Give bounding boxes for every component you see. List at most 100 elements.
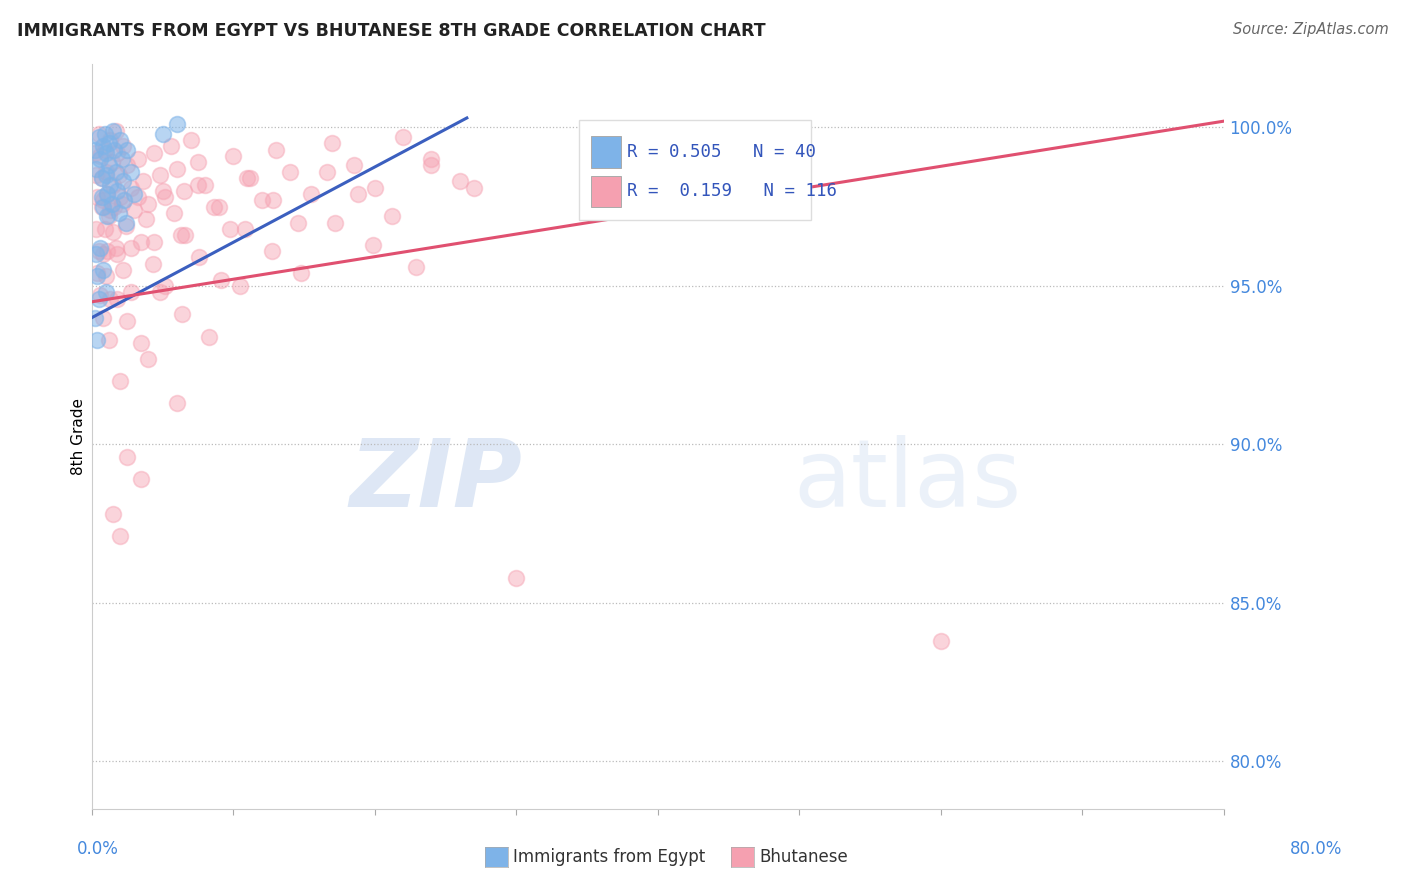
Point [94, 145, 117, 160]
Point [152, 127, 174, 141]
Point [93, 222, 115, 236]
Point [463, 180, 485, 194]
Point [84, 161, 107, 176]
Point [449, 174, 471, 188]
Point [405, 260, 427, 274]
Point [172, 308, 194, 322]
Point [505, 571, 527, 585]
Point [104, 165, 127, 179]
Point [155, 190, 177, 204]
Point [96, 187, 118, 202]
Point [89, 241, 111, 255]
Point [131, 235, 153, 249]
Text: ZIP: ZIP [349, 435, 522, 527]
Point [166, 396, 188, 410]
Point [114, 216, 136, 230]
Point [111, 174, 134, 188]
Point [89, 149, 111, 163]
Point [239, 171, 262, 186]
Point [115, 159, 138, 173]
Point [128, 190, 150, 204]
Point [142, 257, 165, 271]
FancyBboxPatch shape [579, 120, 811, 220]
Point [87, 244, 110, 258]
Point [105, 292, 128, 306]
Text: Immigrants from Egypt: Immigrants from Egypt [513, 848, 706, 866]
Point [91, 247, 114, 261]
Point [107, 168, 129, 182]
Point [343, 159, 366, 173]
FancyBboxPatch shape [591, 176, 620, 207]
Point [108, 133, 131, 147]
Point [209, 272, 232, 286]
Point [131, 336, 153, 351]
Point [112, 194, 135, 208]
Point [219, 222, 242, 236]
Point [90, 171, 112, 186]
Point [170, 228, 193, 243]
Point [83, 310, 105, 325]
Point [96, 244, 118, 258]
Point [110, 196, 132, 211]
Point [222, 149, 245, 163]
Point [94, 269, 117, 284]
Point [104, 123, 127, 137]
Point [188, 251, 211, 265]
Point [97, 209, 120, 223]
Point [89, 152, 111, 166]
Point [173, 184, 195, 198]
Point [87, 130, 110, 145]
Point [115, 450, 138, 464]
Point [323, 216, 346, 230]
Point [392, 130, 415, 145]
Point [93, 143, 115, 157]
Point [120, 165, 142, 179]
Point [290, 266, 312, 280]
Point [84, 222, 107, 236]
Point [115, 314, 138, 328]
Point [155, 279, 177, 293]
Point [115, 143, 138, 157]
Point [143, 235, 166, 249]
Point [105, 247, 128, 261]
Point [86, 266, 108, 280]
Point [83, 145, 105, 160]
Point [131, 472, 153, 486]
Point [122, 202, 145, 217]
Point [101, 178, 124, 192]
Point [83, 143, 105, 157]
Point [120, 180, 142, 194]
Point [108, 374, 131, 388]
Point [321, 136, 343, 151]
Point [208, 200, 231, 214]
Point [187, 155, 209, 169]
Point [104, 241, 127, 255]
Point [90, 190, 112, 204]
Point [90, 200, 112, 214]
Point [363, 237, 385, 252]
Point [128, 152, 150, 166]
Text: Source: ZipAtlas.com: Source: ZipAtlas.com [1233, 22, 1389, 37]
Point [202, 200, 225, 214]
Point [264, 143, 287, 157]
Point [132, 174, 155, 188]
Point [198, 329, 221, 343]
Point [103, 143, 125, 157]
Point [89, 288, 111, 302]
Point [111, 139, 134, 153]
Point [98, 292, 121, 306]
Point [120, 241, 142, 255]
Point [100, 196, 122, 211]
Point [94, 165, 117, 179]
Y-axis label: 8th Grade: 8th Grade [72, 398, 86, 475]
Point [96, 209, 118, 223]
Point [91, 200, 114, 214]
Point [97, 333, 120, 347]
Point [262, 194, 284, 208]
Point [364, 180, 387, 194]
Point [100, 155, 122, 169]
Point [122, 187, 145, 202]
Point [101, 123, 124, 137]
Point [138, 351, 160, 366]
Point [315, 165, 337, 179]
